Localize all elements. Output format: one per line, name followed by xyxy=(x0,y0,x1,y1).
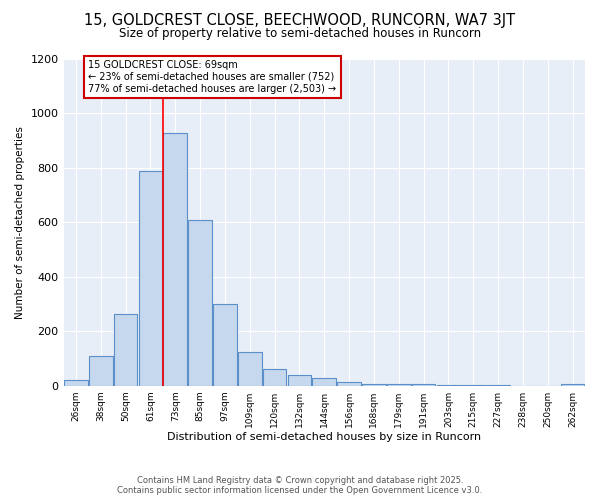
Bar xyxy=(163,132,187,386)
Bar xyxy=(337,382,361,386)
Bar xyxy=(561,384,584,386)
Bar xyxy=(437,385,460,386)
Text: 15, GOLDCREST CLOSE, BEECHWOOD, RUNCORN, WA7 3JT: 15, GOLDCREST CLOSE, BEECHWOOD, RUNCORN,… xyxy=(85,12,515,28)
Y-axis label: Number of semi-detached properties: Number of semi-detached properties xyxy=(15,126,25,319)
Bar xyxy=(64,380,88,386)
Bar xyxy=(387,384,410,386)
Bar xyxy=(362,384,386,386)
Bar xyxy=(412,384,436,386)
Text: Size of property relative to semi-detached houses in Runcorn: Size of property relative to semi-detach… xyxy=(119,28,481,40)
Bar xyxy=(213,304,237,386)
Bar xyxy=(188,220,212,386)
Text: Contains HM Land Registry data © Crown copyright and database right 2025.
Contai: Contains HM Land Registry data © Crown c… xyxy=(118,476,482,495)
Bar xyxy=(287,376,311,386)
X-axis label: Distribution of semi-detached houses by size in Runcorn: Distribution of semi-detached houses by … xyxy=(167,432,481,442)
Bar xyxy=(313,378,336,386)
Bar xyxy=(238,352,262,386)
Bar xyxy=(89,356,113,386)
Bar xyxy=(114,314,137,386)
Text: 15 GOLDCREST CLOSE: 69sqm
← 23% of semi-detached houses are smaller (752)
77% of: 15 GOLDCREST CLOSE: 69sqm ← 23% of semi-… xyxy=(88,60,337,94)
Bar xyxy=(263,370,286,386)
Bar xyxy=(139,170,162,386)
